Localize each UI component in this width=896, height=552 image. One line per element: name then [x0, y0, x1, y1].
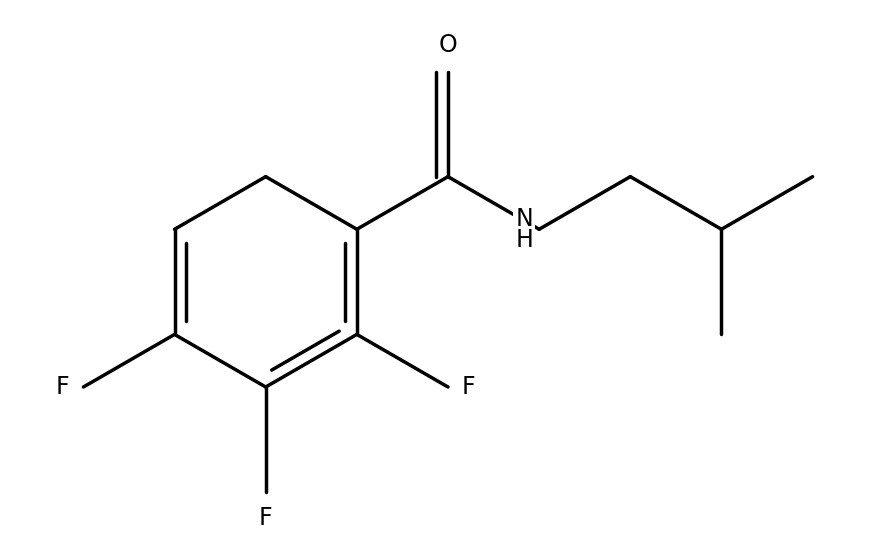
Text: F: F — [56, 375, 69, 399]
Text: F: F — [462, 375, 476, 399]
Text: F: F — [259, 506, 272, 530]
Text: O: O — [439, 34, 457, 57]
Text: N
H: N H — [515, 206, 533, 252]
